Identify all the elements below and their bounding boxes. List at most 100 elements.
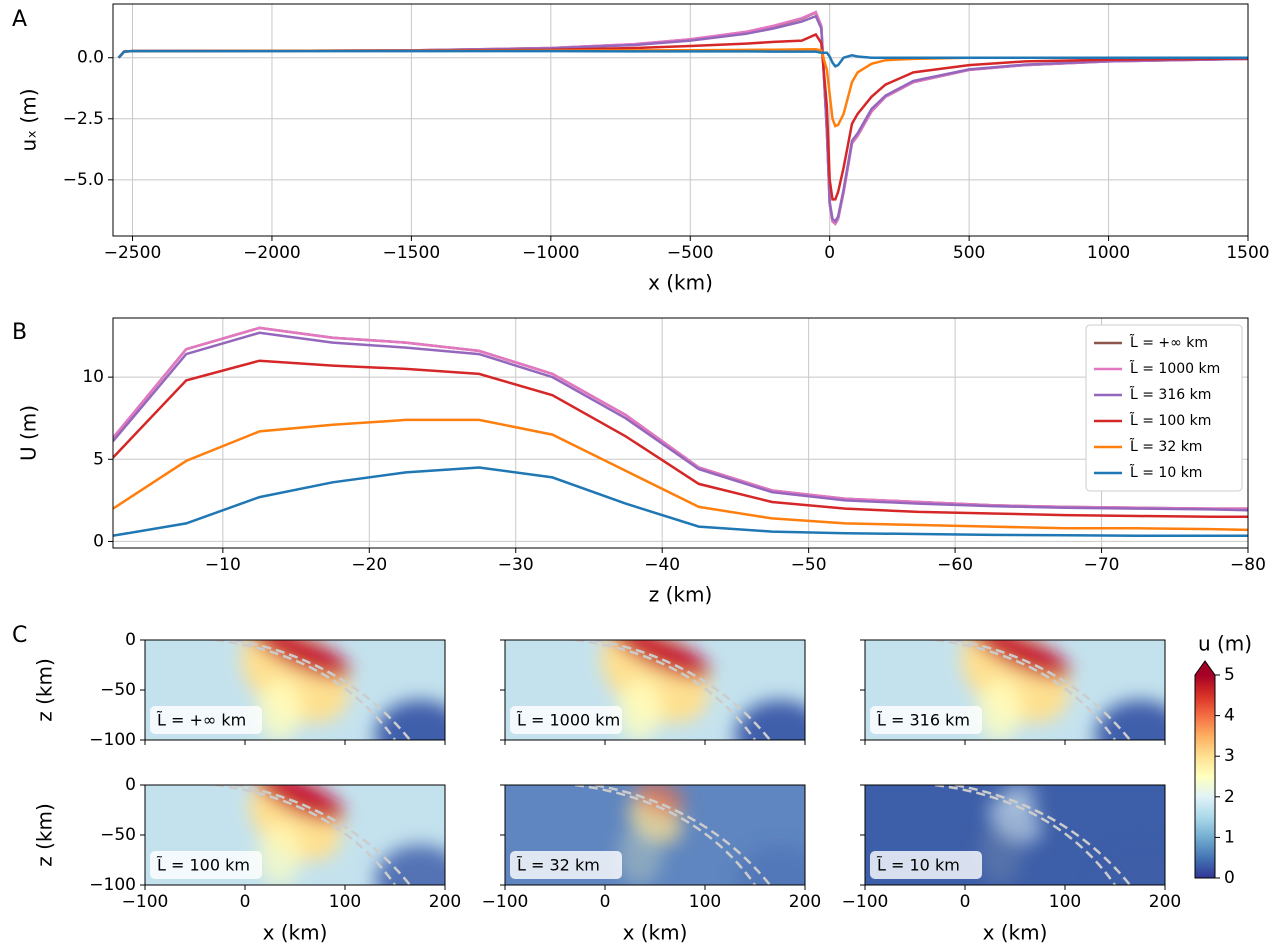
heatmap-blob	[618, 680, 662, 740]
legend-label: L̃ = +∞ km	[1130, 334, 1208, 351]
colorbar-tick-label: 5	[1224, 665, 1235, 685]
heatmap-blobs	[240, 640, 445, 740]
colorbar-tick-label: 3	[1224, 746, 1235, 766]
heatmap-blob	[375, 700, 445, 740]
y-axis-label: U (m)	[17, 405, 41, 461]
axes-frame	[112, 317, 1249, 549]
x-tick-label: −500	[667, 243, 714, 263]
colorbar-extend	[1195, 661, 1215, 675]
slab-outline	[574, 640, 757, 740]
series-line	[113, 331, 1248, 512]
legend-label: L̃ = 100 km	[1130, 412, 1212, 429]
y-tick-label: 0	[93, 531, 104, 551]
y-axis-label: z (km)	[33, 658, 57, 722]
x-axis-label: x (km)	[623, 921, 688, 945]
slab-outline	[954, 785, 1131, 885]
axes-frame	[112, 3, 1249, 237]
x-tick-label: 100	[1049, 892, 1081, 912]
heatmap-blob	[255, 785, 345, 823]
heatmap-blob	[969, 640, 1071, 680]
panel-text: L̃ = 1000 km	[516, 711, 620, 730]
slab-outline	[954, 640, 1131, 740]
x-axis-label: x (km)	[983, 921, 1048, 945]
heatmap-field	[505, 785, 805, 885]
heatmap-blob	[1095, 700, 1165, 740]
panel-label-box	[510, 706, 622, 734]
series-line	[113, 326, 1248, 510]
heatmap-blob	[735, 845, 805, 885]
x-tick-label: 100	[689, 892, 721, 912]
x-axis-label: x (km)	[648, 271, 713, 295]
series-line	[113, 466, 1248, 537]
slab-outline	[214, 640, 397, 740]
slab-outline	[574, 785, 757, 885]
heatmap-field	[505, 640, 805, 740]
y-tick-label: 5	[93, 449, 104, 469]
y-tick-label: −100	[89, 875, 136, 895]
x-axis-label: z (km)	[649, 583, 713, 607]
colorbar-tick-label: 0	[1224, 868, 1235, 888]
x-tick-label: −2500	[104, 243, 162, 263]
heatmap-blob	[978, 680, 1022, 740]
legend-label: L̃ = 32 km	[1130, 438, 1203, 455]
panel-label-box	[150, 851, 262, 879]
heatmap-blob	[1095, 845, 1165, 885]
x-tick-label: −100	[842, 892, 889, 912]
series-line	[117, 32, 1248, 201]
x-tick-label: 0	[240, 892, 251, 912]
x-tick-label: 500	[953, 243, 985, 263]
legend-box	[1085, 324, 1243, 492]
panel-text: L̃ = 100 km	[156, 856, 250, 875]
panel-label-box	[870, 851, 982, 879]
x-tick-label: 0	[960, 892, 971, 912]
panel-text: L̃ = +∞ km	[156, 711, 246, 730]
slab-outline	[214, 785, 397, 885]
panel-label-box	[870, 706, 982, 734]
x-tick-label: 0	[600, 892, 611, 912]
colorbar-tick-label: 1	[1224, 827, 1235, 847]
panel-label: C	[12, 623, 27, 648]
x-tick-label: −100	[482, 892, 529, 912]
y-tick-label: 10	[82, 367, 104, 387]
x-tick-label: −10	[205, 555, 241, 575]
slab-outline	[934, 640, 1117, 740]
x-tick-label: 100	[329, 892, 361, 912]
heatmap-blob	[635, 785, 685, 816]
panel-text: L̃ = 316 km	[876, 711, 970, 730]
x-tick-label: −30	[498, 555, 534, 575]
heatmap-blobs	[248, 785, 445, 885]
y-tick-label: 0	[125, 775, 136, 795]
panel-label-box	[510, 851, 622, 879]
heatmap-blob	[978, 825, 1022, 885]
slab-outline	[594, 785, 771, 885]
panel-label: A	[12, 7, 27, 32]
y-tick-label: −100	[89, 730, 136, 750]
panel-text: L̃ = 32 km	[516, 856, 599, 875]
colorbar	[1195, 675, 1215, 878]
colorbar-label: u (m)	[1198, 632, 1252, 656]
x-tick-label: 200	[429, 892, 461, 912]
x-tick-label: −40	[644, 555, 680, 575]
heatmap-field	[865, 785, 1165, 885]
heatmap-blobs	[600, 640, 805, 740]
heatmap-blob	[249, 640, 351, 680]
series-line	[113, 326, 1248, 510]
x-tick-label: −100	[122, 892, 169, 912]
heatmap-blob	[609, 640, 711, 680]
y-tick-label: −2.5	[63, 109, 104, 129]
x-tick-label: −2000	[243, 243, 301, 263]
x-tick-label: −1500	[383, 243, 441, 263]
legend-label: L̃ = 1000 km	[1130, 360, 1221, 377]
x-tick-label: 200	[789, 892, 821, 912]
panel-label-box	[150, 706, 262, 734]
y-tick-label: 0	[125, 630, 136, 650]
panel-text: L̃ = 10 km	[876, 856, 959, 875]
x-tick-label: −20	[351, 555, 387, 575]
x-tick-label: −60	[937, 555, 973, 575]
series-line	[113, 359, 1248, 519]
heatmap-field	[145, 785, 445, 885]
x-tick-label: −80	[1230, 555, 1266, 575]
slab-outline	[234, 640, 411, 740]
heatmap-blob	[618, 825, 662, 885]
